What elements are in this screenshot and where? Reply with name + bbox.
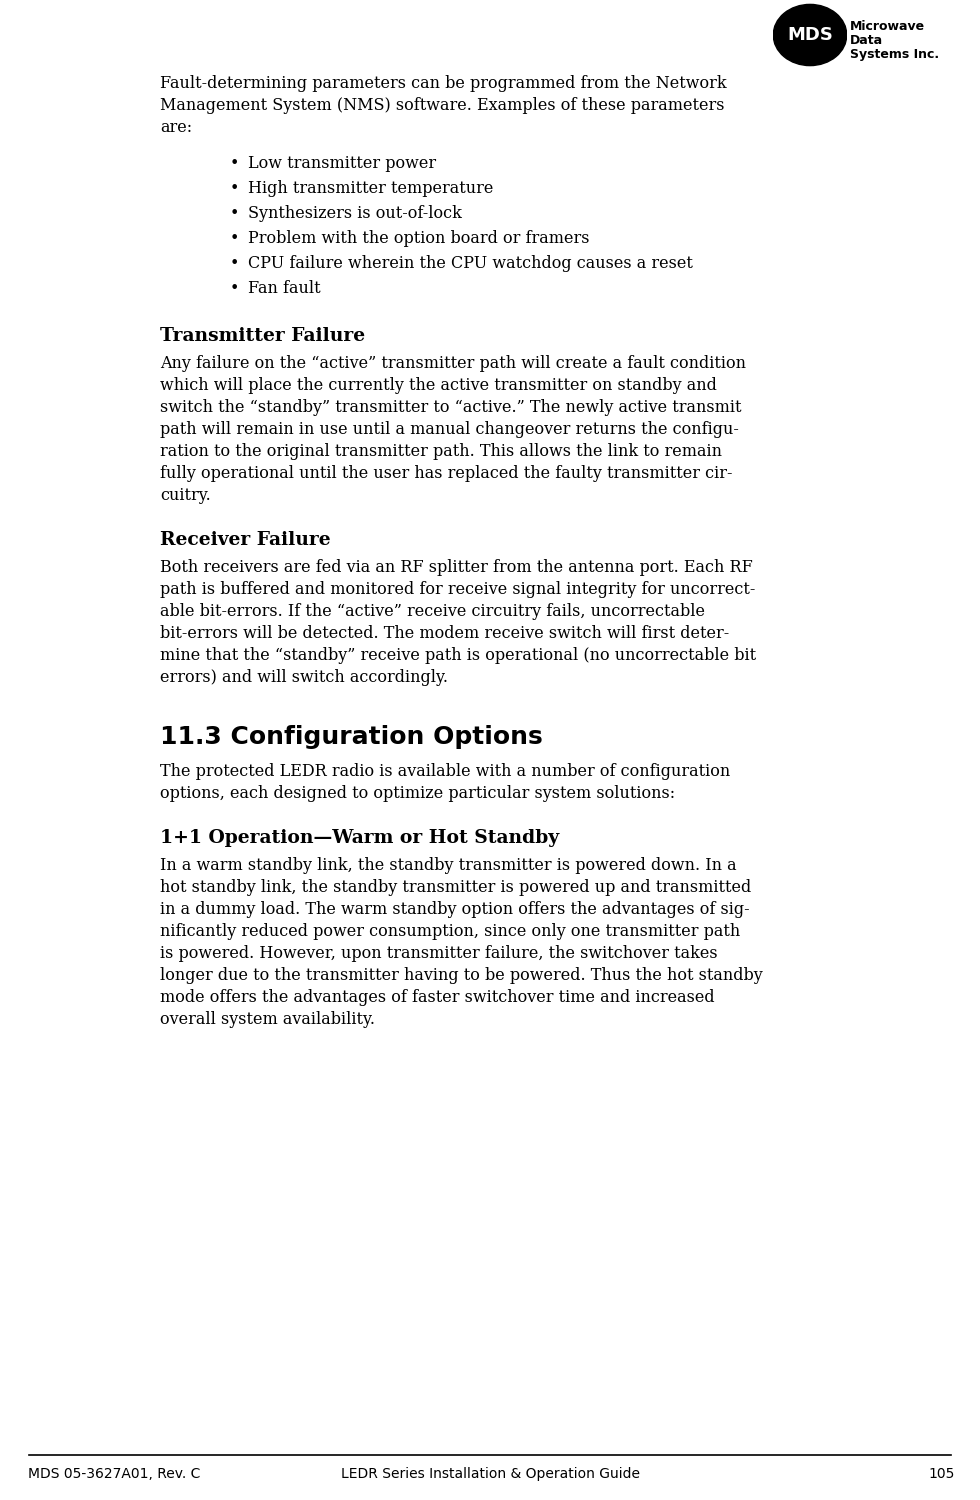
Text: path is buffered and monitored for receive signal integrity for uncorrect-: path is buffered and monitored for recei… bbox=[160, 580, 756, 598]
Text: 105: 105 bbox=[929, 1467, 955, 1480]
Text: Any failure on the “active” transmitter path will create a fault condition: Any failure on the “active” transmitter … bbox=[160, 356, 746, 372]
Text: ration to the original transmitter path. This allows the link to remain: ration to the original transmitter path.… bbox=[160, 442, 722, 460]
Text: •: • bbox=[230, 180, 239, 196]
Text: Management System (NMS) software. Examples of these parameters: Management System (NMS) software. Exampl… bbox=[160, 98, 724, 114]
Text: LEDR Series Installation & Operation Guide: LEDR Series Installation & Operation Gui… bbox=[340, 1467, 640, 1480]
Text: •: • bbox=[230, 255, 239, 272]
Text: 1+1 Operation—Warm or Hot Standby: 1+1 Operation—Warm or Hot Standby bbox=[160, 830, 560, 848]
Text: in a dummy load. The warm standby option offers the advantages of sig-: in a dummy load. The warm standby option… bbox=[160, 902, 750, 918]
Text: cuitry.: cuitry. bbox=[160, 488, 211, 504]
Text: able bit-errors. If the “active” receive circuitry fails, uncorrectable: able bit-errors. If the “active” receive… bbox=[160, 603, 705, 619]
Text: mine that the “standby” receive path is operational (no uncorrectable bit: mine that the “standby” receive path is … bbox=[160, 646, 757, 664]
Text: bit-errors will be detected. The modem receive switch will first deter-: bit-errors will be detected. The modem r… bbox=[160, 626, 729, 642]
Text: are:: are: bbox=[160, 118, 192, 136]
Text: Receiver Failure: Receiver Failure bbox=[160, 531, 330, 549]
Text: CPU failure wherein the CPU watchdog causes a reset: CPU failure wherein the CPU watchdog cau… bbox=[248, 255, 693, 272]
Text: High transmitter temperature: High transmitter temperature bbox=[248, 180, 493, 196]
Text: hot standby link, the standby transmitter is powered up and transmitted: hot standby link, the standby transmitte… bbox=[160, 879, 752, 896]
Text: is powered. However, upon transmitter failure, the switchover takes: is powered. However, upon transmitter fa… bbox=[160, 945, 717, 962]
Text: errors) and will switch accordingly.: errors) and will switch accordingly. bbox=[160, 669, 448, 686]
Text: options, each designed to optimize particular system solutions:: options, each designed to optimize parti… bbox=[160, 784, 675, 802]
Text: overall system availability.: overall system availability. bbox=[160, 1011, 375, 1028]
Text: In a warm standby link, the standby transmitter is powered down. In a: In a warm standby link, the standby tran… bbox=[160, 856, 737, 874]
Text: nificantly reduced power consumption, since only one transmitter path: nificantly reduced power consumption, si… bbox=[160, 922, 740, 940]
Text: Data: Data bbox=[850, 34, 883, 46]
Text: longer due to the transmitter having to be powered. Thus the hot standby: longer due to the transmitter having to … bbox=[160, 968, 762, 984]
Text: mode offers the advantages of faster switchover time and increased: mode offers the advantages of faster swi… bbox=[160, 988, 714, 1006]
Text: switch the “standby” transmitter to “active.” The newly active transmit: switch the “standby” transmitter to “act… bbox=[160, 399, 742, 416]
Text: Fault-determining parameters can be programmed from the Network: Fault-determining parameters can be prog… bbox=[160, 75, 726, 92]
Text: Synthesizers is out-of-lock: Synthesizers is out-of-lock bbox=[248, 206, 462, 222]
Text: Systems Inc.: Systems Inc. bbox=[850, 48, 939, 62]
Text: •: • bbox=[230, 230, 239, 248]
Text: which will place the currently the active transmitter on standby and: which will place the currently the activ… bbox=[160, 376, 717, 394]
Text: fully operational until the user has replaced the faulty transmitter cir-: fully operational until the user has rep… bbox=[160, 465, 732, 482]
Text: The protected LEDR radio is available with a number of configuration: The protected LEDR radio is available wi… bbox=[160, 764, 730, 780]
Ellipse shape bbox=[773, 4, 847, 66]
Text: Transmitter Failure: Transmitter Failure bbox=[160, 327, 366, 345]
Text: Low transmitter power: Low transmitter power bbox=[248, 154, 436, 172]
Text: Both receivers are fed via an RF splitter from the antenna port. Each RF: Both receivers are fed via an RF splitte… bbox=[160, 560, 753, 576]
Text: path will remain in use until a manual changeover returns the configu-: path will remain in use until a manual c… bbox=[160, 422, 739, 438]
Text: MDS 05-3627A01, Rev. C: MDS 05-3627A01, Rev. C bbox=[28, 1467, 200, 1480]
Text: 11.3 Configuration Options: 11.3 Configuration Options bbox=[160, 724, 543, 748]
Text: Problem with the option board or framers: Problem with the option board or framers bbox=[248, 230, 590, 248]
Text: •: • bbox=[230, 280, 239, 297]
Text: MDS: MDS bbox=[787, 26, 833, 44]
Text: •: • bbox=[230, 206, 239, 222]
Text: Fan fault: Fan fault bbox=[248, 280, 320, 297]
Text: •: • bbox=[230, 154, 239, 172]
Text: Microwave: Microwave bbox=[850, 20, 925, 33]
